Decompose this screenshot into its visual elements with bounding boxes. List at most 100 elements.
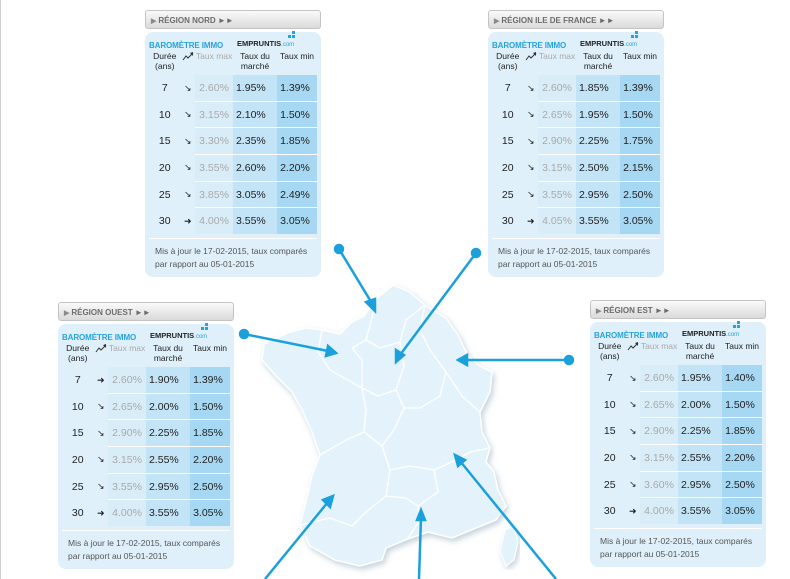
cell-taux-min: 1.50% — [722, 390, 762, 418]
cell-taux-marche: 2.60% — [232, 154, 278, 182]
cell-taux-max: 4.00% — [195, 207, 233, 235]
cell-taux-min: 3.05% — [620, 207, 660, 235]
play-icon: ▶ — [151, 18, 159, 25]
cell-taux-marche: 1.95% — [677, 365, 723, 392]
cell-taux-marche: 1.95% — [575, 100, 621, 128]
cell-duree: 20 — [158, 161, 171, 174]
cell-taux-marche: 2.95% — [677, 470, 723, 498]
header-taux-min: Taux min — [193, 343, 228, 353]
table-row: 7 ➜ 2.60% 1.90% 1.39% — [62, 367, 230, 394]
cell-duree: 25 — [603, 478, 616, 491]
cell-taux-marche: 2.35% — [232, 127, 278, 155]
trend-chart-icon — [180, 51, 195, 75]
cell-taux-marche: 3.55% — [575, 207, 621, 235]
table-row: 10 ↘ 2.65% 1.95% 1.50% — [492, 100, 660, 128]
cell-taux-marche: 3.55% — [677, 497, 723, 525]
cell-duree: 10 — [603, 398, 616, 411]
trend-arrow-icon: ➜ — [97, 507, 105, 518]
table-row: 30 ➜ 4.00% 3.55% 3.05% — [594, 497, 762, 525]
rates-table: Durée (ans) Taux max Taux du marché Taux… — [594, 341, 762, 525]
cell-taux-max: 4.00% — [108, 499, 146, 527]
table-row: 20 ↘ 3.55% 2.60% 2.20% — [149, 154, 317, 182]
cell-duree: 20 — [71, 453, 84, 466]
table-row: 7 ↘ 2.60% 1.95% 1.39% — [149, 75, 317, 102]
cell-taux-min: 2.50% — [190, 472, 230, 500]
rate-card: BAROMÈTRE IMMO EMPRUNTIS.com Durée (ans)… — [145, 31, 321, 278]
table-row: 20 ↘ 3.15% 2.50% 2.15% — [492, 154, 660, 182]
update-note: Mis à jour le 17-02-2015, taux comparés … — [149, 238, 317, 275]
barometre-label: BAROMÈTRE IMMO — [62, 333, 137, 342]
tab-region-ile-de-france[interactable]: ▶ RÉGION ILE DE FRANCE ►► — [488, 10, 664, 29]
cell-taux-max: 3.85% — [195, 180, 233, 208]
cell-taux-min: 1.50% — [277, 100, 317, 128]
table-row: 20 ↘ 3.15% 2.55% 2.20% — [62, 446, 230, 474]
cell-taux-max: 2.60% — [538, 75, 576, 102]
cell-duree: 7 — [74, 374, 81, 387]
tab-region-ouest[interactable]: ▶ RÉGION OUEST ►► — [58, 302, 234, 321]
region-title: RÉGION ILE DE FRANCE ►► — [501, 16, 615, 25]
trend-arrow-icon: ➜ — [184, 215, 192, 226]
cell-taux-marche: 2.50% — [575, 154, 621, 182]
header-taux-marche: Taux du marché — [240, 51, 270, 71]
empruntis-logo[interactable]: EMPRUNTIS.com — [580, 31, 639, 53]
trend-arrow-icon: ↘ — [527, 135, 535, 146]
header-duree: Durée (ans) — [66, 343, 90, 363]
cell-taux-min: 2.20% — [277, 154, 317, 182]
tab-region-nord[interactable]: ▶ RÉGION NORD ►► — [145, 10, 321, 29]
region-title: RÉGION NORD ►► — [158, 16, 234, 25]
logo-squares-icon — [201, 323, 209, 330]
cell-taux-min: 1.85% — [277, 127, 317, 155]
header-taux-min: Taux min — [623, 51, 658, 61]
cell-duree: 15 — [603, 425, 616, 438]
panel-region-est: ▶ RÉGION EST ►► BAROMÈTRE IMMO EMPRUNTIS… — [590, 300, 766, 568]
logo-squares-icon — [733, 321, 741, 328]
cell-taux-marche: 2.25% — [677, 417, 723, 445]
cell-duree: 10 — [71, 400, 84, 413]
cell-duree: 10 — [158, 108, 171, 121]
table-row: 30 ➜ 4.00% 3.55% 3.05% — [149, 207, 317, 235]
cell-taux-marche: 1.95% — [232, 75, 278, 102]
cell-taux-max: 2.90% — [640, 417, 678, 445]
header-taux-marche: Taux du marché — [583, 51, 613, 71]
header-taux-max: Taux max — [538, 51, 576, 61]
logo-suffix: .com — [726, 332, 740, 338]
cell-taux-marche: 2.95% — [145, 472, 191, 500]
header-taux-marche: Taux du marché — [685, 341, 715, 361]
play-icon: ▶ — [494, 18, 502, 25]
cell-taux-marche: 2.95% — [575, 180, 621, 208]
logo-squares-icon — [631, 31, 639, 38]
cell-taux-min: 1.85% — [722, 417, 762, 445]
panel-region-ile-de-france: ▶ RÉGION ILE DE FRANCE ►► BAROMÈTRE IMMO… — [488, 10, 664, 278]
rates-table: Durée (ans) Taux max Taux du marché Taux… — [62, 343, 230, 527]
empruntis-logo[interactable]: EMPRUNTIS.com — [682, 321, 741, 343]
table-row: 25 ↘ 3.60% 2.95% 2.50% — [594, 470, 762, 498]
cell-taux-marche: 2.10% — [232, 100, 278, 128]
empruntis-logo[interactable]: EMPRUNTIS.com — [237, 31, 296, 53]
empruntis-logo[interactable]: EMPRUNTIS.com — [150, 323, 209, 345]
cell-taux-min: 3.05% — [277, 207, 317, 235]
cell-taux-marche: 1.85% — [575, 75, 621, 102]
cell-duree: 7 — [161, 82, 168, 95]
cell-taux-max: 2.65% — [538, 100, 576, 128]
trend-arrow-icon: ↘ — [97, 427, 105, 438]
logo-squares-icon — [288, 31, 296, 38]
header-duree: Durée (ans) — [496, 51, 520, 71]
table-row: 20 ↘ 3.15% 2.55% 2.20% — [594, 444, 762, 472]
cell-duree: 15 — [501, 135, 514, 148]
cell-taux-min: 1.50% — [620, 100, 660, 128]
header-taux-max: Taux max — [108, 343, 146, 353]
trend-arrow-icon: ↘ — [629, 452, 637, 463]
cell-taux-marche: 3.55% — [145, 499, 191, 527]
left-border — [0, 0, 1, 579]
cell-duree: 25 — [158, 188, 171, 201]
tab-region-est[interactable]: ▶ RÉGION EST ►► — [590, 300, 766, 319]
cell-taux-min: 2.49% — [277, 180, 317, 208]
logo-text: EMPRUNTIS — [237, 39, 282, 48]
trend-chart-icon — [625, 341, 640, 365]
trend-arrow-icon: ➜ — [527, 215, 535, 226]
cell-duree: 7 — [504, 82, 511, 95]
cell-taux-min: 2.20% — [190, 446, 230, 474]
logo-suffix: .com — [624, 42, 638, 48]
cell-taux-max: 2.60% — [195, 75, 233, 102]
table-row: 25 ↘ 3.55% 2.95% 2.50% — [492, 180, 660, 208]
